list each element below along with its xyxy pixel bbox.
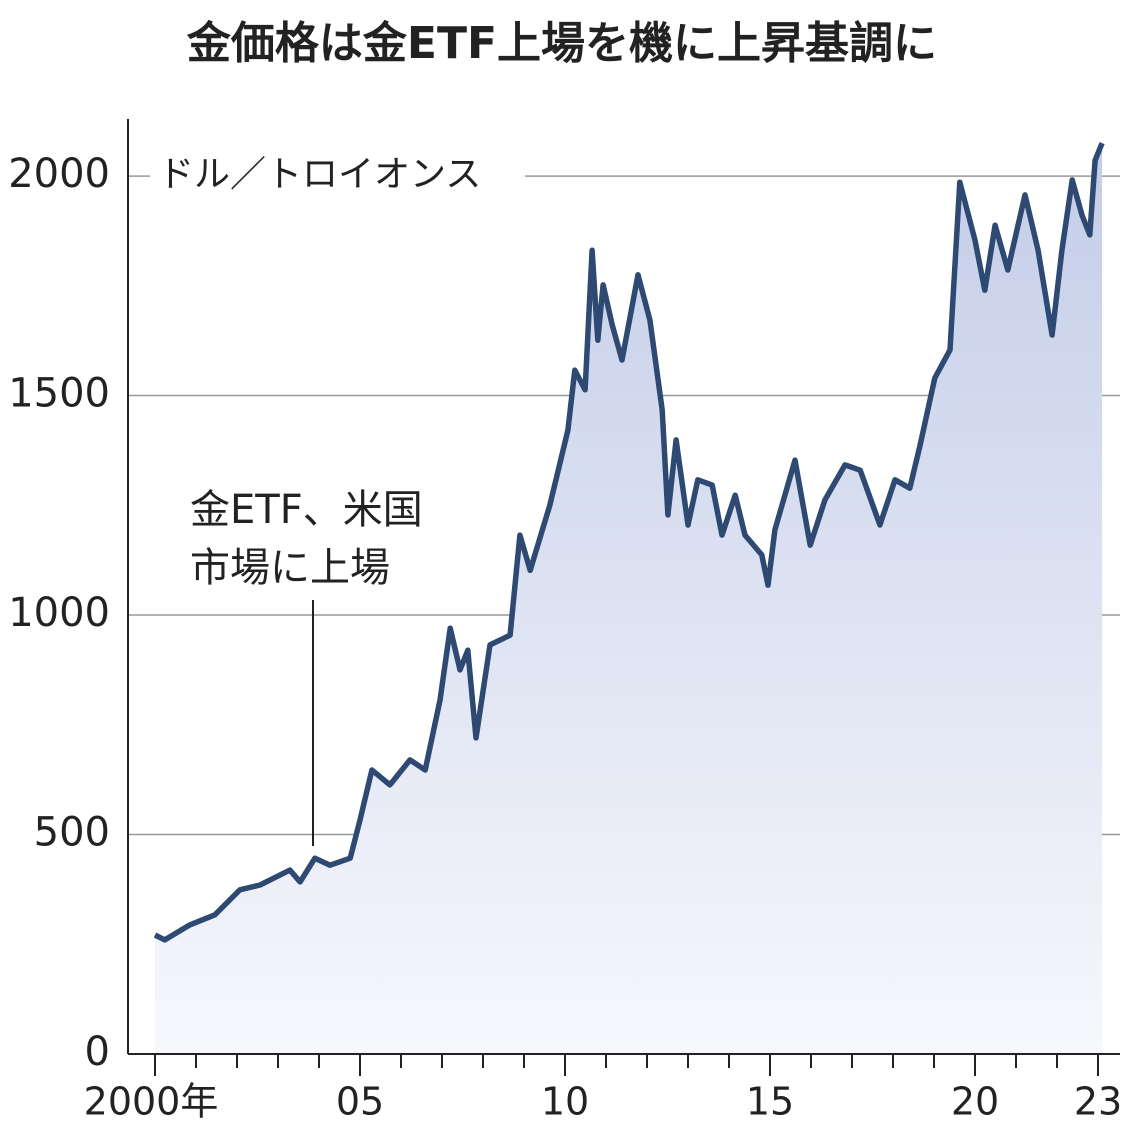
y-tick-label: 2000: [8, 151, 110, 197]
y-tick-label: 0: [85, 1029, 110, 1075]
unit-label: ドル／トロイオンス: [158, 154, 481, 195]
price-line: [153, 142, 1105, 943]
y-tick-label: 500: [34, 810, 110, 856]
annotation-line-2: 市場に上場: [190, 545, 390, 591]
area: [155, 143, 1103, 1055]
annotation-line-1: 金ETF、米国: [190, 487, 423, 533]
chart-title: 金価格は金ETF上場を機に上昇基調に: [186, 18, 937, 69]
y-tick-label: 1500: [8, 371, 110, 417]
x-tick-label: 2000年: [84, 1080, 219, 1124]
x-tick-label: 05: [336, 1080, 384, 1124]
x-tick-label: 20: [951, 1080, 999, 1124]
y-tick-label: 1000: [8, 590, 110, 636]
unit-label-bg: [150, 152, 525, 201]
x-tick-label: 10: [541, 1080, 589, 1124]
x-tick-label: 23: [1074, 1080, 1122, 1124]
x-tick-label: 15: [746, 1080, 794, 1124]
